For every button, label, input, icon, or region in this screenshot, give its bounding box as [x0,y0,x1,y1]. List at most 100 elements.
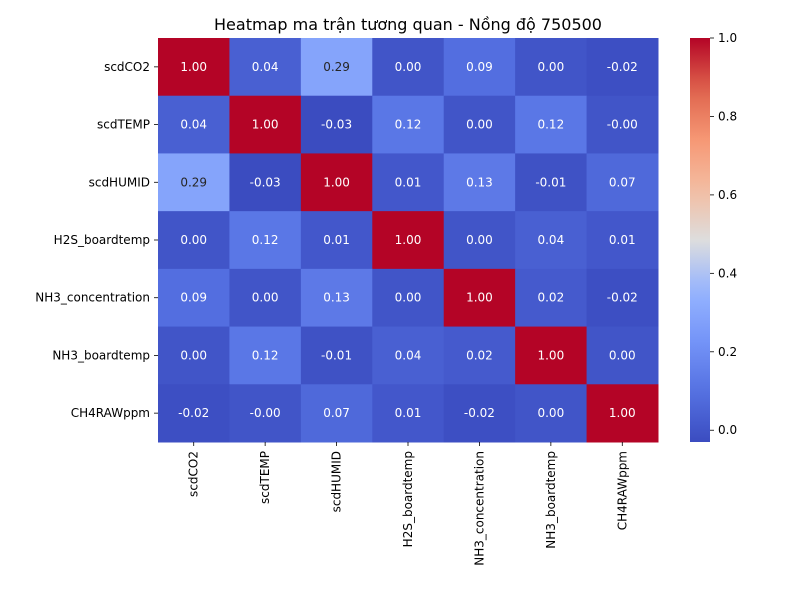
cell-value-label: 0.29 [180,175,207,189]
cell-value-label: 0.02 [537,291,564,305]
row-tick-label: NH3_boardtemp [52,348,150,362]
column-tick-labels: scdCO2 scdTEMP scdHUMID H2S_boardtemp NH3_co… [187,442,629,566]
cell-value-label: 0.02 [466,348,493,362]
cell-value-label: 0.13 [466,175,493,189]
cell-value-label: 0.00 [466,233,493,247]
cell-value-label: 1.00 [466,291,493,305]
cell-value-label: 0.00 [252,291,279,305]
heatmap-cell [586,95,659,154]
heatmap-cell [300,211,373,270]
cell-value-label: 1.00 [252,118,279,132]
heatmap-cell [372,326,445,385]
heatmap-cell [158,384,230,443]
cell-value-label: 0.13 [323,291,350,305]
column-tick-label: scdCO2 [187,451,201,497]
heatmap-cells: 1.00 0.04 0.29 0.00 0.09 0.00 -0.02 0.04 1.00 -0.… [158,38,659,443]
cell-value-label: 0.01 [395,406,422,420]
cell-value-label: 0.12 [252,348,279,362]
cell-value-label: 0.12 [537,118,564,132]
row-tick-label: H2S_boardtemp [54,233,150,247]
heatmap-cell [158,38,230,97]
cell-value-label: -0.00 [250,406,281,420]
heatmap-cell [372,268,445,328]
heatmap-cell [443,153,516,212]
cell-value-label: 0.07 [609,175,636,189]
heatmap-cell [158,95,230,154]
heatmap-cell [229,211,302,270]
cell-value-label: 0.01 [323,233,350,247]
heatmap-cell [515,211,588,270]
column-tick-label: CH4RAWppm [615,451,629,530]
heatmap-cell [586,268,659,328]
heatmap-cell [586,153,659,212]
heatmap-cell [300,153,373,212]
cell-value-label: -0.01 [535,175,566,189]
cell-value-label: 0.04 [180,118,207,132]
colorbar-tick-label: 0.6 [718,188,737,202]
heatmap-cell [586,384,659,443]
chart-title: Heatmap ma trận tương quan - Nồng độ 750… [214,15,602,34]
colorbar: 0.0 0.2 0.4 0.6 0.8 1.0 [690,31,737,442]
cell-value-label: 0.01 [395,175,422,189]
cell-value-label: -0.02 [607,291,638,305]
heatmap-cell [372,153,445,212]
heatmap-cell [443,326,516,385]
cell-value-label: 0.00 [466,118,493,132]
heatmap-cell [229,95,302,154]
heatmap-cell [300,95,373,154]
cell-value-label: 1.00 [180,60,207,74]
column-tick-label: NH3_boardtemp [544,451,558,549]
colorbar-tick-label: 0.0 [718,423,737,437]
row-tick-label: scdCO2 [104,60,150,74]
heatmap-cell [158,211,230,270]
cell-value-label: -0.03 [250,175,281,189]
cell-value-label: 0.04 [537,233,564,247]
cell-value-label: 0.01 [609,233,636,247]
cell-value-label: 0.00 [180,348,207,362]
heatmap-cell [515,153,588,212]
row-tick-label: CH4RAWppm [71,406,150,420]
cell-value-label: 0.29 [323,60,350,74]
cell-value-label: 0.00 [180,233,207,247]
heatmap-cell [443,384,516,443]
heatmap-cell [372,211,445,270]
cell-value-label: -0.01 [321,348,352,362]
heatmap-cell [372,384,445,443]
heatmap-cell [586,326,659,385]
heatmap-cell [158,268,230,328]
heatmap-cell [300,326,373,385]
cell-value-label: -0.02 [607,60,638,74]
cell-value-label: 0.00 [395,291,422,305]
heatmap-cell [586,211,659,270]
cell-value-label: -0.00 [607,118,638,132]
cell-value-label: 1.00 [537,348,564,362]
column-tick-label: scdHUMID [330,451,344,512]
cell-value-label: 0.09 [180,291,207,305]
heatmap-cell [229,384,302,443]
cell-value-label: 0.00 [395,60,422,74]
heatmap-cell [443,95,516,154]
cell-value-label: 0.04 [252,60,279,74]
heatmap-cell [372,95,445,154]
heatmap-cell [372,38,445,97]
cell-value-label: 0.00 [609,348,636,362]
colorbar-tick-label: 0.8 [718,109,737,123]
cell-value-label: 1.00 [395,233,422,247]
colorbar-tick-label: 0.4 [718,266,737,280]
cell-value-label: 1.00 [323,175,350,189]
column-tick-label: H2S_boardtemp [401,451,415,547]
colorbar-tick-label: 0.2 [718,345,737,359]
heatmap-cell [515,268,588,328]
heatmap-cell [300,268,373,328]
heatmap-cell [586,38,659,97]
cell-value-label: -0.02 [178,406,209,420]
heatmap-cell [229,268,302,328]
cell-value-label: 0.00 [537,406,564,420]
heatmap-cell [158,153,230,212]
colorbar-tick-label: 1.0 [718,31,737,45]
heatmap-cell [515,95,588,154]
heatmap-cell [229,326,302,385]
column-tick-label: NH3_concentration [472,451,486,566]
heatmap-cell [158,326,230,385]
